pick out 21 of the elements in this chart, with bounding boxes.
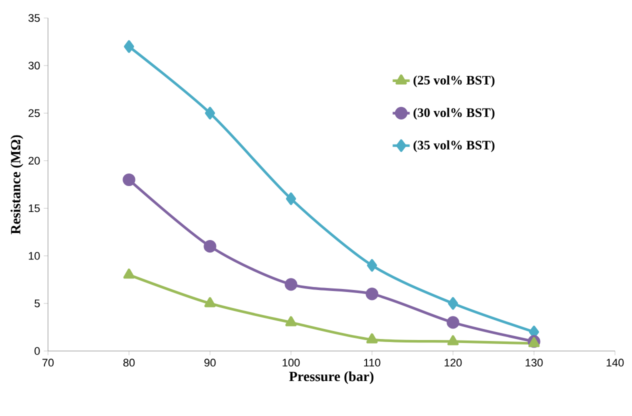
legend-label: (30 vol% BST) [414, 108, 494, 120]
y-tick-label: 5 [34, 300, 40, 308]
y-axis-title: Resistance (MΩ) [10, 135, 24, 234]
y-tick-label: 25 [28, 109, 40, 118]
x-tick-label: 130 [526, 358, 543, 367]
x-axis-title: Pressure (bar) [289, 371, 374, 384]
y-tick-label: 0 [34, 347, 40, 355]
x-tick-label: 90 [204, 358, 216, 367]
x-tick-label: 120 [444, 358, 462, 367]
y-tick-label: 10 [28, 252, 40, 260]
y-tick-label: 20 [28, 156, 40, 165]
legend-label: (35 vol% BST) [414, 140, 494, 152]
x-tick-label: 110 [364, 358, 380, 367]
y-tick-label: 35 [28, 14, 40, 22]
legend-label: (25 vol% BST) [414, 75, 494, 88]
x-tick-label: 140 [606, 358, 624, 367]
x-tick-label: 100 [282, 358, 300, 367]
x-tick-label: 80 [123, 358, 135, 367]
x-tick-label: 70 [42, 358, 54, 367]
y-tick-label: 15 [28, 204, 40, 212]
y-tick-label: 30 [28, 62, 40, 70]
